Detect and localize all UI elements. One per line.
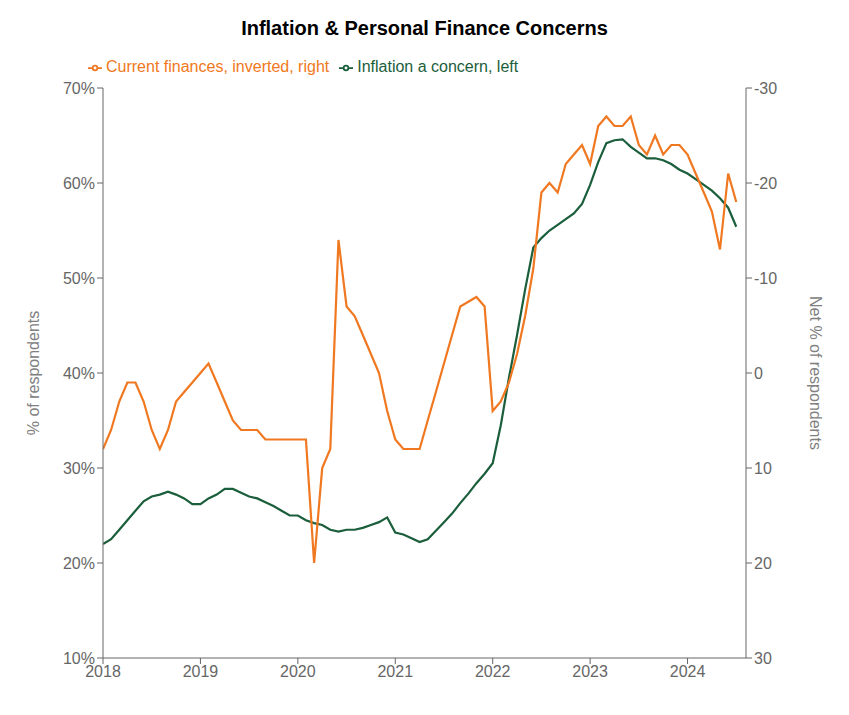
html-text:Inflation a concern, left: Inflation a concern, left [357, 58, 519, 75]
svg-text:30: 30 [754, 650, 772, 667]
svg-text:2024: 2024 [670, 663, 706, 680]
svg-text:70%: 70% [63, 80, 95, 97]
html-text:Current finances, inverted, ri: Current finances, inverted, right [106, 58, 330, 75]
svg-text:50%: 50% [63, 270, 95, 287]
svg-text:% of respondents: % of respondents [25, 311, 42, 436]
svg-text:60%: 60% [63, 175, 95, 192]
svg-text:10%: 10% [63, 650, 95, 667]
svg-text:2018: 2018 [85, 663, 121, 681]
svg-text:-30: -30 [754, 80, 777, 97]
html-text:Inflation & Personal Finance C: Inflation & Personal Finance Concerns [241, 17, 608, 39]
svg-text:2022: 2022 [475, 663, 511, 680]
svg-text:2019: 2019 [183, 663, 219, 680]
svg-text:2023: 2023 [572, 663, 608, 680]
svg-text:40%: 40% [63, 365, 95, 382]
svg-text:0: 0 [754, 365, 763, 382]
svg-text:10: 10 [754, 460, 772, 477]
svg-text:-10: -10 [754, 270, 777, 287]
svg-text:20: 20 [754, 555, 772, 572]
svg-text:20%: 20% [63, 555, 95, 572]
svg-text:30%: 30% [63, 460, 95, 477]
svg-text:2021: 2021 [377, 663, 413, 680]
svg-text:-20: -20 [754, 175, 777, 192]
svg-text:2020: 2020 [280, 663, 316, 680]
svg-text:Net % of respondents: Net % of respondents [807, 296, 824, 450]
